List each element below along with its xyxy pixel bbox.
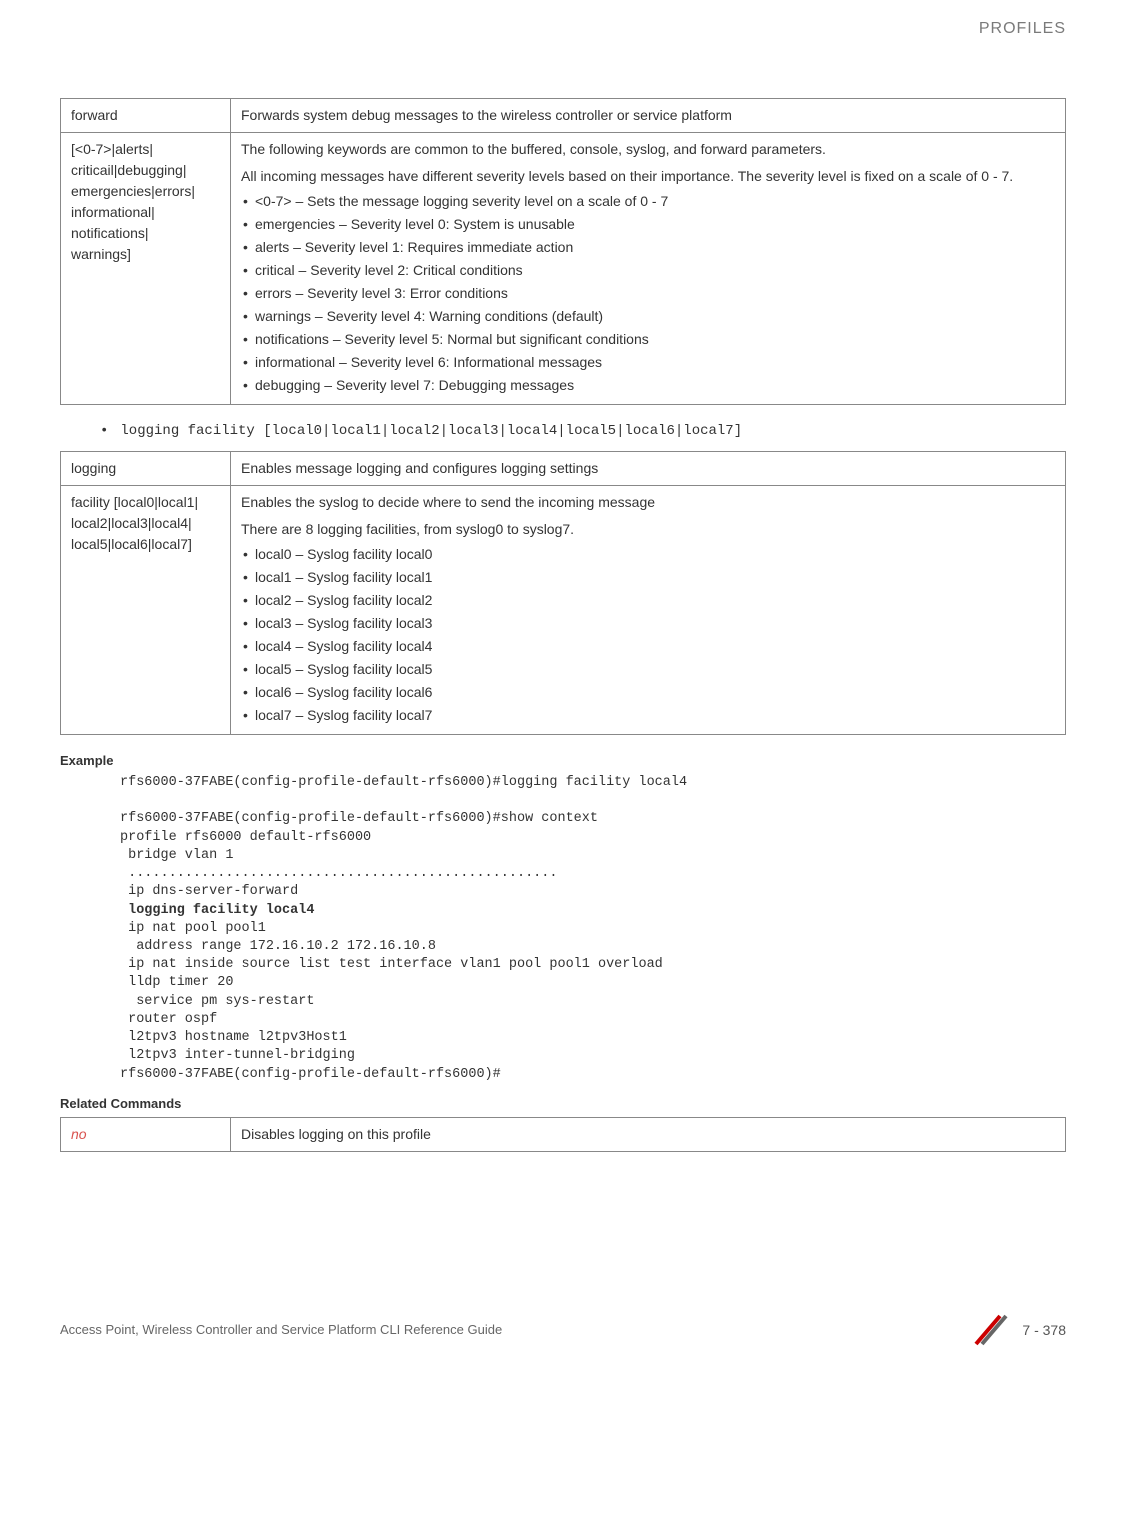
code-lines: ip nat pool pool1 address range 172.16.1… [120, 921, 663, 1082]
page-number: 7 - 378 [1022, 1322, 1066, 1338]
desc-cell: Forwards system debug messages to the wi… [231, 99, 1066, 133]
code-command: • logging facility [local0|local1|local2… [100, 423, 1066, 439]
desc-paragraph: There are 8 logging facilities, from sys… [241, 519, 1055, 540]
bullet-item: local1 – Syslog facility local1 [241, 567, 1055, 588]
table-row: [<0-7>|alerts| criticail|debugging| emer… [61, 133, 1066, 405]
bullet-item: alerts – Severity level 1: Requires imme… [241, 237, 1055, 258]
bullet-item: emergencies – Severity level 0: System i… [241, 214, 1055, 235]
bullet-item: local0 – Syslog facility local0 [241, 544, 1055, 565]
code-line: rfs6000-37FABE(config-profile-default-rf… [120, 775, 687, 790]
param-cell: facility [local0|local1| local2|local3|l… [61, 486, 231, 735]
code-text: logging facility [local0|local1|local2|l… [120, 423, 742, 439]
desc-cell: Disables logging on this profile [231, 1117, 1066, 1151]
desc-paragraph: The following keywords are common to the… [241, 139, 1055, 160]
bullet-item: critical – Severity level 2: Critical co… [241, 260, 1055, 281]
desc-paragraph: All incoming messages have different sev… [241, 166, 1055, 187]
table-row: forward Forwards system debug messages t… [61, 99, 1066, 133]
param-cell: forward [61, 99, 231, 133]
bullet-item: local4 – Syslog facility local4 [241, 636, 1055, 657]
bullet-item: errors – Severity level 3: Error conditi… [241, 283, 1055, 304]
example-code-block: rfs6000-37FABE(config-profile-default-rf… [120, 774, 1066, 1084]
footer-title: Access Point, Wireless Controller and Se… [60, 1322, 502, 1337]
table-related: no Disables logging on this profile [60, 1117, 1066, 1152]
bullet-item: informational – Severity level 6: Inform… [241, 352, 1055, 373]
heading-example: Example [60, 753, 1066, 768]
bullet-item: local3 – Syslog facility local3 [241, 613, 1055, 634]
param-cell: [<0-7>|alerts| criticail|debugging| emer… [61, 133, 231, 405]
table-facility: logging Enables message logging and conf… [60, 451, 1066, 735]
bullet-item: local5 – Syslog facility local5 [241, 659, 1055, 680]
bullet-item: <0-7> – Sets the message logging severit… [241, 191, 1055, 212]
bullet-item: local6 – Syslog facility local6 [241, 682, 1055, 703]
section-header: PROFILES [60, 20, 1066, 38]
bullet-item: notifications – Severity level 5: Normal… [241, 329, 1055, 350]
table-row: facility [local0|local1| local2|local3|l… [61, 486, 1066, 735]
desc-cell: Enables message logging and configures l… [231, 452, 1066, 486]
bullet-item: local2 – Syslog facility local2 [241, 590, 1055, 611]
bullet-list: local0 – Syslog facility local0local1 – … [241, 544, 1055, 726]
bullet-item: warnings – Severity level 4: Warning con… [241, 306, 1055, 327]
param-cell: logging [61, 452, 231, 486]
desc-cell: Enables the syslog to decide where to se… [231, 486, 1066, 735]
footer-right: 7 - 378 [972, 1312, 1066, 1348]
table-row: logging Enables message logging and conf… [61, 452, 1066, 486]
desc-paragraph: Enables the syslog to decide where to se… [241, 492, 1055, 513]
bullet-list: <0-7> – Sets the message logging severit… [241, 191, 1055, 396]
page-footer: Access Point, Wireless Controller and Se… [60, 1312, 1066, 1348]
table-row: no Disables logging on this profile [61, 1117, 1066, 1151]
bullet-item: local7 – Syslog facility local7 [241, 705, 1055, 726]
desc-cell: The following keywords are common to the… [231, 133, 1066, 405]
code-bold-line: logging facility local4 [128, 903, 314, 918]
heading-related: Related Commands [60, 1096, 1066, 1111]
bullet-item: debugging – Severity level 7: Debugging … [241, 375, 1055, 396]
table-severity: forward Forwards system debug messages t… [60, 98, 1066, 405]
no-command-link[interactable]: no [71, 1126, 87, 1142]
logo-icon [972, 1312, 1008, 1348]
param-cell: no [61, 1117, 231, 1151]
